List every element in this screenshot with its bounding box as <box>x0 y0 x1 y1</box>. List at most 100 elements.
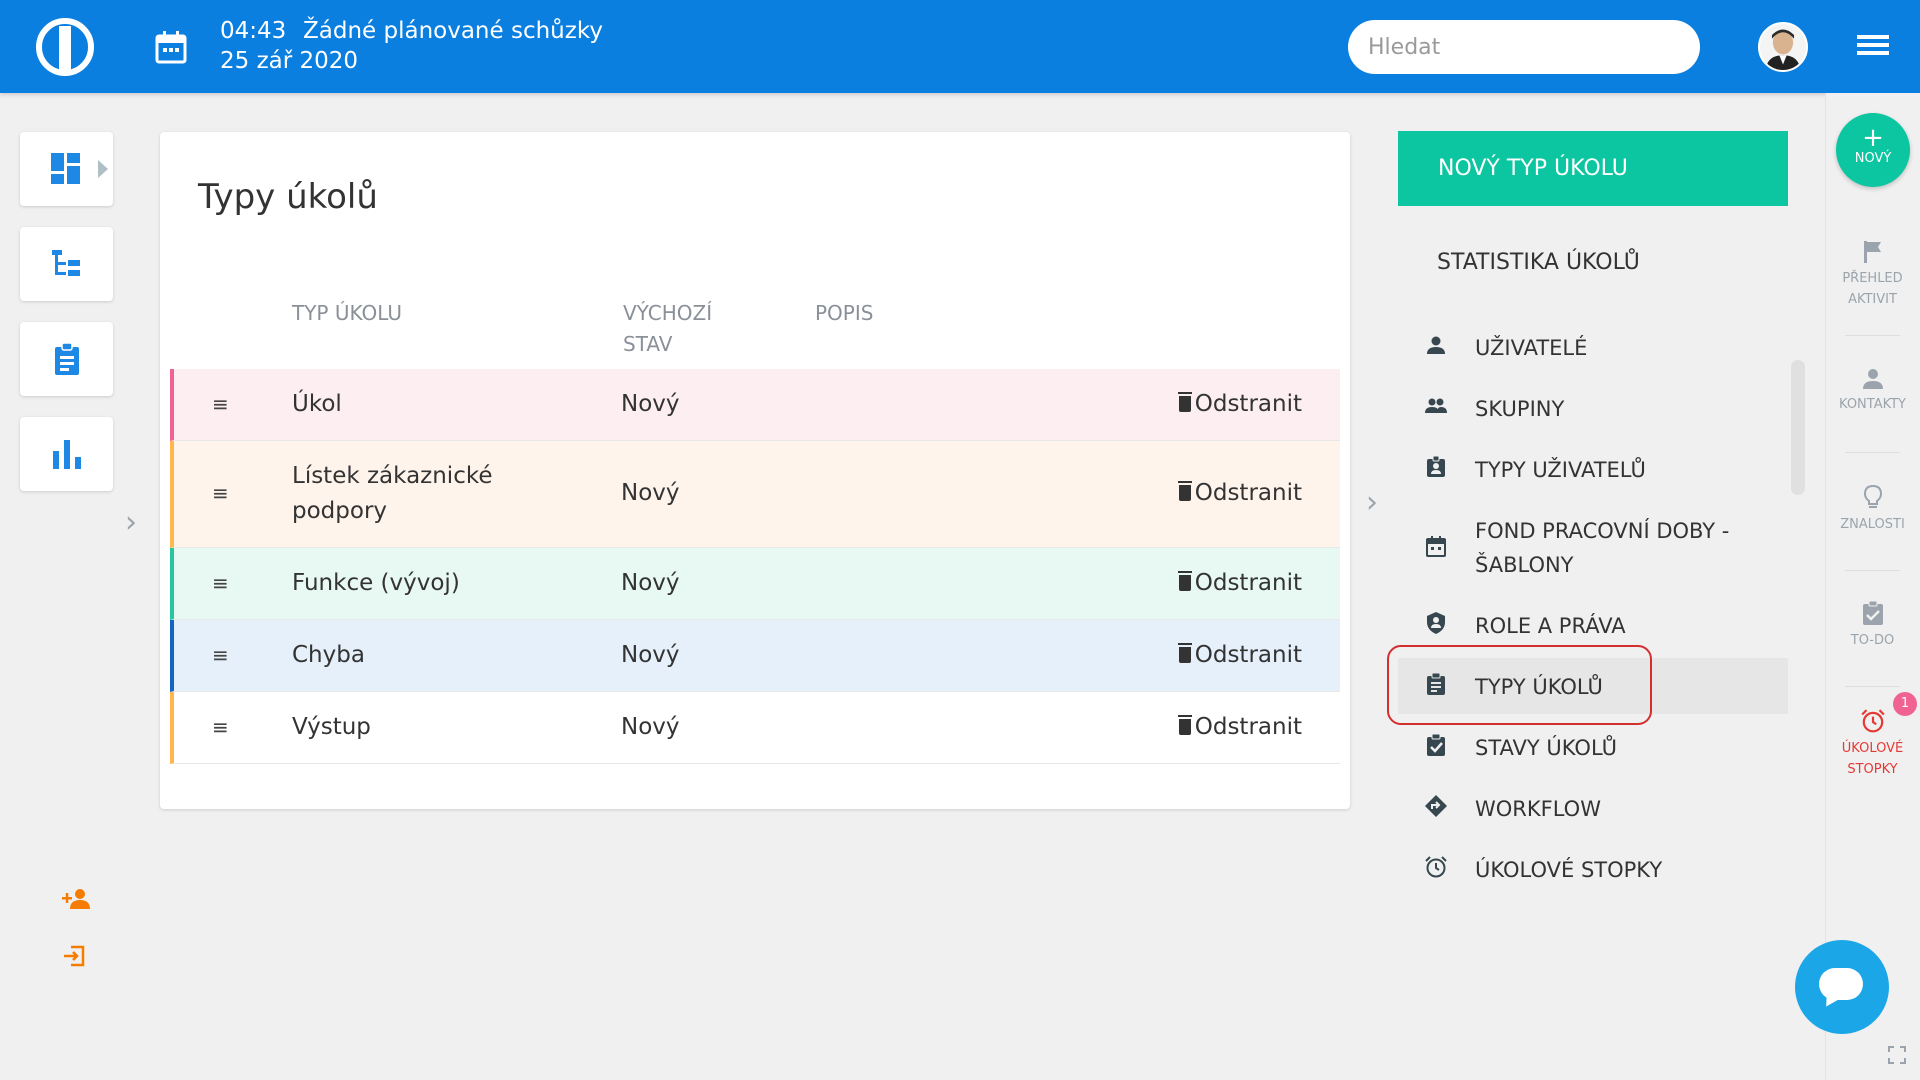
alarm-icon <box>1425 856 1447 878</box>
table-row[interactable]: ≡ Lístek zákaznické podpory Nový Odstran… <box>170 441 1340 548</box>
delete-label: Odstranit <box>1194 570 1302 596</box>
menu-item-label: ÚKOLOVÉ STOPKY <box>1475 858 1663 882</box>
trash-icon <box>1177 392 1192 412</box>
clipboard-icon <box>1427 672 1445 695</box>
meeting-status[interactable]: Žádné plánované schůzky <box>303 18 603 44</box>
menu-item-label: SKUPINY <box>1475 397 1565 421</box>
drag-handle-icon[interactable]: ≡ <box>212 392 229 416</box>
top-header: 04:43 Žádné plánované schůzky 25 zář 202… <box>0 0 1920 93</box>
new-item-button[interactable]: + NOVÝ <box>1836 113 1910 187</box>
rail-label-line1: ZNALOSTI <box>1840 517 1905 532</box>
delete-button[interactable]: Odstranit <box>1177 391 1302 417</box>
current-date: 25 zář 2020 <box>220 48 359 74</box>
menu-item-label: ROLE A PRÁVA <box>1475 614 1626 638</box>
structure-button[interactable] <box>20 227 113 301</box>
table-row[interactable]: ≡ Chyba Nový Odstranit <box>170 620 1340 692</box>
expand-left-sidebar-icon[interactable]: › <box>125 505 137 540</box>
trash-icon <box>1177 481 1192 501</box>
reports-button[interactable] <box>20 417 113 491</box>
table-row[interactable]: ≡ Výstup Nový Odstranit <box>170 692 1340 764</box>
new-item-label: NOVÝ <box>1854 151 1892 166</box>
calendar-icon <box>1426 536 1446 557</box>
column-header-type: TYP ÚKOLU <box>292 301 403 325</box>
delete-button[interactable]: Odstranit <box>1177 570 1302 596</box>
rail-divider <box>1845 570 1900 571</box>
rail-todo[interactable]: TO-DO <box>1825 600 1920 651</box>
task-type-name[interactable]: Lístek zákaznické podpory <box>292 463 493 524</box>
menu-scrollbar[interactable] <box>1791 360 1805 495</box>
dashboard-icon <box>51 153 80 184</box>
drag-handle-icon[interactable]: ≡ <box>212 643 229 667</box>
task-statistics-link[interactable]: STATISTIKA ÚKOLŮ <box>1437 250 1640 275</box>
fullscreen-icon[interactable] <box>1888 1046 1906 1064</box>
shield-user-icon <box>1427 612 1445 634</box>
clipboard-icon <box>55 342 79 375</box>
task-types-card: Typy úkolů TYP ÚKOLU VÝCHOZÍ STAV POPIS … <box>160 132 1350 809</box>
drag-handle-icon[interactable]: ≡ <box>212 481 229 505</box>
rail-label-line1: TO-DO <box>1850 633 1895 648</box>
rail-label-line1: KONTAKTY <box>1839 397 1906 412</box>
avatar-photo-icon <box>1760 24 1806 70</box>
current-time: 04:43 <box>220 18 287 44</box>
rail-divider <box>1845 686 1900 687</box>
rail-knowledge[interactable]: ZNALOSTI <box>1825 484 1920 535</box>
flag-icon <box>1863 241 1881 263</box>
search-input[interactable] <box>1348 20 1700 74</box>
task-type-name[interactable]: Funkce (vývoj) <box>292 570 460 596</box>
right-rail <box>1825 93 1920 1080</box>
task-type-state: Nový <box>621 642 680 668</box>
delete-label: Odstranit <box>1194 642 1302 668</box>
rail-label-line1: ÚKOLOVÉ <box>1841 741 1904 756</box>
dashboard-button[interactable] <box>20 132 113 206</box>
task-type-name[interactable]: Chyba <box>292 642 365 668</box>
rail-task-timers[interactable]: ÚKOLOVÉ STOPKY <box>1825 708 1920 780</box>
alarm-icon <box>1860 709 1885 733</box>
delete-label: Odstranit <box>1194 714 1302 740</box>
menu-item-label: FOND PRACOVNÍ DOBY - ŠABLONY <box>1475 519 1730 577</box>
trash-icon <box>1177 715 1192 735</box>
group-icon <box>1425 398 1447 413</box>
active-menu-background <box>1398 658 1788 714</box>
add-user-icon[interactable] <box>62 888 90 910</box>
delete-label: Odstranit <box>1194 480 1302 506</box>
task-type-name[interactable]: Úkol <box>292 391 342 417</box>
tasks-button[interactable] <box>20 322 113 396</box>
drag-handle-icon[interactable]: ≡ <box>212 715 229 739</box>
table-row[interactable]: ≡ Úkol Nový Odstranit <box>170 369 1340 441</box>
checklist-icon <box>1427 733 1445 756</box>
annotation-highlight <box>1387 645 1652 725</box>
chevron-right-icon[interactable]: › <box>1366 485 1378 520</box>
lightbulb-icon <box>1863 484 1882 508</box>
app-logo-icon[interactable] <box>36 18 94 76</box>
task-type-name[interactable]: Výstup <box>292 714 371 740</box>
rail-contacts[interactable]: KONTAKTY <box>1825 368 1920 415</box>
delete-button[interactable]: Odstranit <box>1177 480 1302 506</box>
menu-item-label: STAVY ÚKOLŮ <box>1475 736 1617 760</box>
task-type-state: Nový <box>621 480 680 506</box>
column-header-default-state-line2: STAV <box>623 332 673 356</box>
calendar-icon[interactable] <box>155 30 187 64</box>
chat-button[interactable] <box>1795 940 1889 1034</box>
table-row[interactable]: ≡ Funkce (vývoj) Nový Odstranit <box>170 548 1340 620</box>
todo-icon <box>1862 600 1883 625</box>
logout-icon[interactable] <box>62 944 86 968</box>
delete-button[interactable]: Odstranit <box>1177 714 1302 740</box>
menu-item-label: TYPY UŽIVATELŮ <box>1475 458 1646 482</box>
main-menu-icon[interactable] <box>1857 35 1889 59</box>
delete-button[interactable]: Odstranit <box>1177 642 1302 668</box>
task-type-state: Nový <box>621 391 680 417</box>
drag-handle-icon[interactable]: ≡ <box>212 571 229 595</box>
rail-divider <box>1845 335 1900 336</box>
user-avatar[interactable] <box>1758 22 1808 72</box>
menu-item-label: TYPY ÚKOLŮ <box>1475 675 1603 699</box>
rail-label-line2: AKTIVIT <box>1848 292 1897 307</box>
task-type-state: Nový <box>621 714 680 740</box>
rail-activity-overview[interactable]: PŘEHLED AKTIVIT <box>1825 240 1920 310</box>
trash-icon <box>1177 643 1192 663</box>
rail-label-line1: PŘEHLED <box>1842 271 1903 286</box>
hierarchy-icon <box>52 250 80 276</box>
column-header-default-state: VÝCHOZÍ STAV <box>623 298 712 360</box>
new-task-type-button[interactable]: NOVÝ TYP ÚKOLU <box>1398 131 1788 206</box>
menu-item-label: WORKFLOW <box>1475 797 1601 821</box>
diamond-arrow-icon <box>1425 795 1447 817</box>
